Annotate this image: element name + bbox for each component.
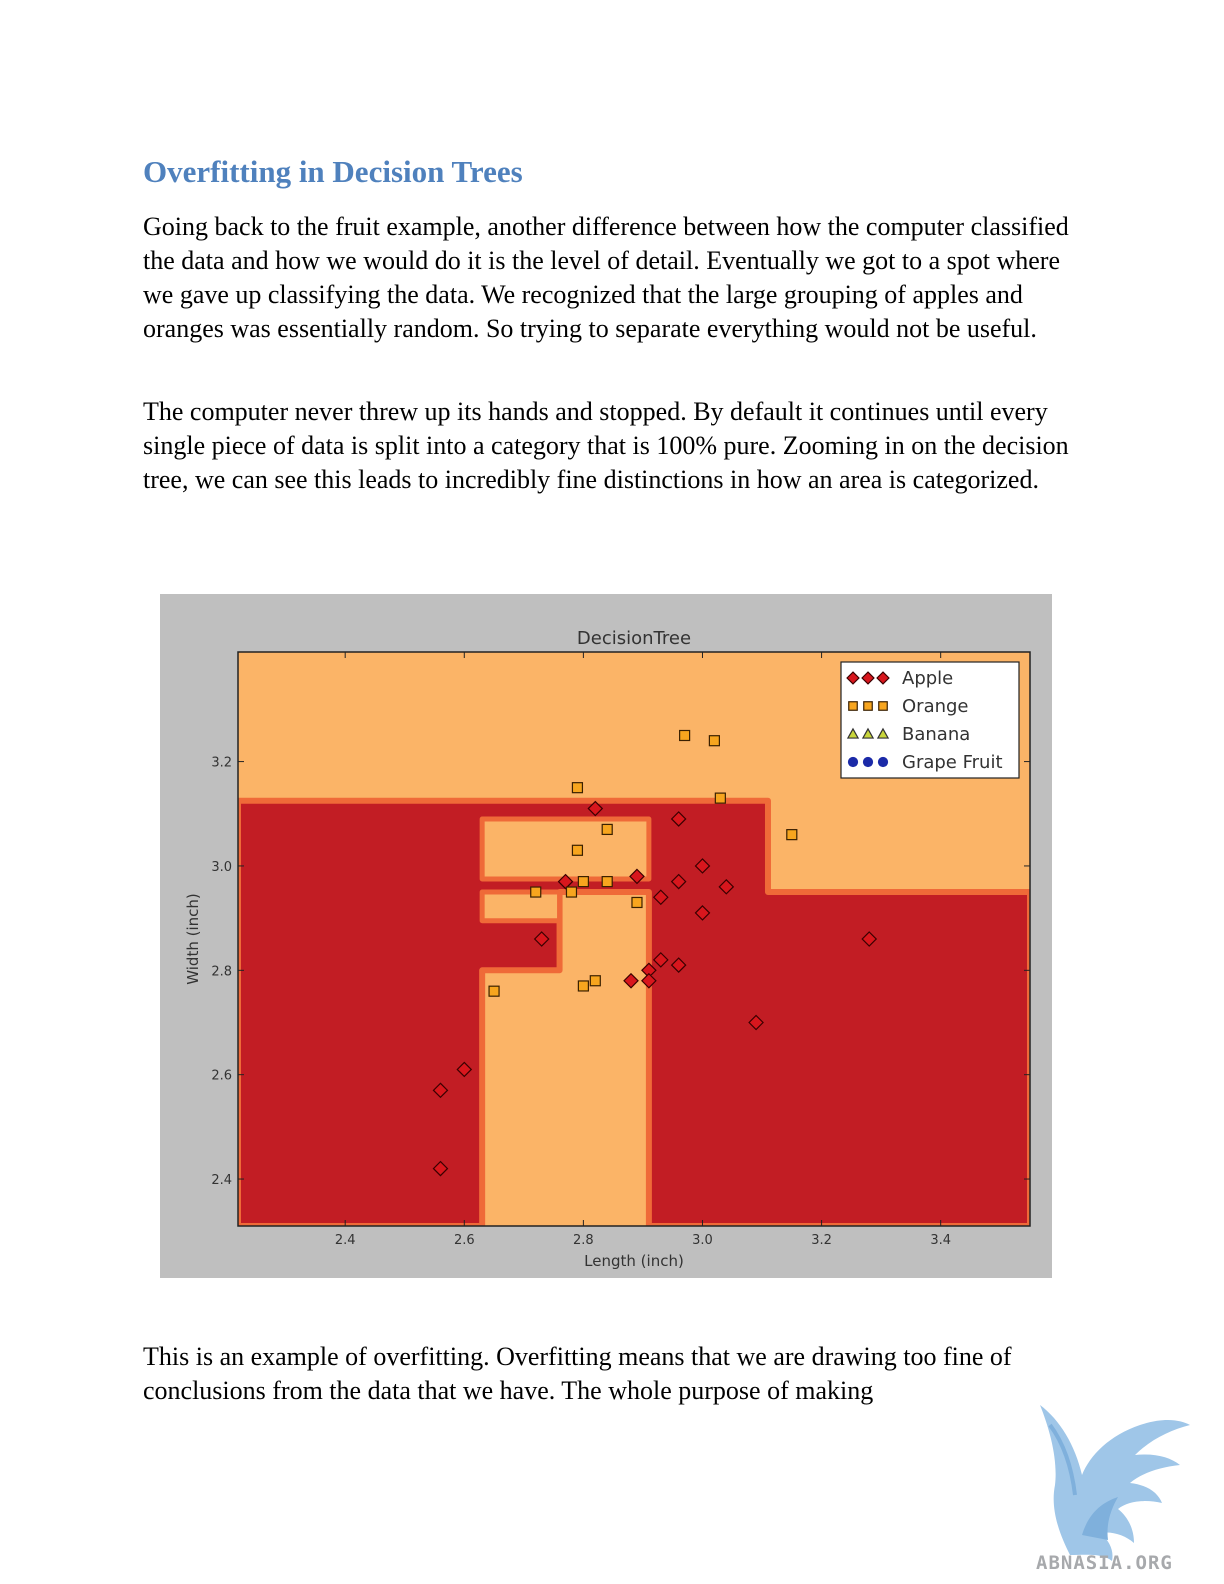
orange-region-1 bbox=[479, 889, 563, 924]
y-tick-label-4: 3.2 bbox=[211, 756, 232, 771]
legend-apple-marker-2 bbox=[876, 671, 890, 685]
legend-orange-marker-2 bbox=[878, 701, 888, 711]
x-axis-label: Length (inch) bbox=[584, 1252, 684, 1270]
paragraph-3: This is an example of overfitting. Overf… bbox=[143, 1342, 1012, 1405]
apple-point-10 bbox=[694, 858, 711, 874]
legend-banana-marker-1 bbox=[861, 727, 875, 739]
chart-title: DecisionTree bbox=[577, 628, 691, 649]
orange-point-9 bbox=[577, 980, 589, 992]
apple-point-3 bbox=[533, 931, 550, 947]
x-axis-ticks: 2.4 2.6 2.8 3.0 3.2 3.4 bbox=[335, 652, 951, 1248]
decision-tree-figure: DecisionTree 2.4 2.6 2.8 3.0 3.2 3.4 2.4 2.6 2.… bbox=[160, 594, 1052, 1278]
y-tick-label-2: 2.8 bbox=[211, 964, 232, 979]
x-tick-label-5: 3.4 bbox=[930, 1233, 951, 1248]
apple-point-1 bbox=[456, 1061, 473, 1078]
watermark-text: ABNASIA.ORG bbox=[1036, 1552, 1173, 1574]
apple-point-16 bbox=[652, 952, 669, 968]
y-tick-label-1: 2.6 bbox=[211, 1069, 232, 1084]
apple-point-12 bbox=[694, 905, 711, 921]
apple-region-0 bbox=[238, 797, 1030, 1226]
apple-point-17 bbox=[670, 957, 687, 973]
y-axis-label: Width (inch) bbox=[184, 893, 202, 984]
apple-point-15 bbox=[641, 972, 657, 989]
orange-point-14 bbox=[786, 829, 798, 841]
legend-orange-marker-1 bbox=[863, 701, 873, 711]
orange-point-12 bbox=[708, 735, 720, 747]
plot-frame bbox=[237, 651, 1031, 1227]
y-tick-label-3: 3.0 bbox=[211, 860, 232, 875]
x-tick-label-3: 3.0 bbox=[692, 1233, 713, 1248]
orange-point-8 bbox=[631, 896, 643, 909]
x-tick-label-0: 2.4 bbox=[335, 1233, 356, 1248]
apple-point-4 bbox=[557, 873, 574, 890]
apple-point-8 bbox=[652, 889, 669, 906]
x-tick-label-4: 3.2 bbox=[811, 1233, 832, 1248]
decision-regions bbox=[238, 797, 1030, 1226]
x-tick-label-1: 2.6 bbox=[454, 1233, 475, 1248]
orange-point-4 bbox=[577, 876, 589, 888]
paragraph-1: Going back to the fruit example, another… bbox=[143, 212, 1069, 343]
section-heading: Overfitting in Decision Trees bbox=[143, 154, 523, 189]
data-points bbox=[432, 729, 878, 1177]
orange-point-13 bbox=[714, 792, 726, 804]
apple-point-13 bbox=[623, 972, 639, 989]
legend-apple-label: Apple bbox=[902, 668, 953, 689]
legend-banana-label: Banana bbox=[902, 724, 970, 745]
legend-grape-fruit-marker-1 bbox=[862, 756, 874, 768]
apple-point-9 bbox=[670, 873, 687, 890]
apple-point-19 bbox=[861, 931, 878, 947]
orange-point-0 bbox=[488, 985, 500, 997]
orange-point-10 bbox=[589, 975, 601, 987]
apple-point-2 bbox=[432, 1160, 449, 1177]
orange-point-5 bbox=[571, 782, 584, 794]
legend-grape-fruit-marker-2 bbox=[877, 756, 889, 768]
y-axis-ticks: 2.4 2.6 2.8 3.0 3.2 bbox=[211, 756, 1030, 1188]
chart-legend: Apple Orange Banana Grape Fruit bbox=[840, 661, 1020, 779]
legend-orange-label: Orange bbox=[902, 696, 969, 717]
orange-region-0 bbox=[479, 816, 652, 882]
orange-point-2 bbox=[565, 886, 578, 898]
orange-point-6 bbox=[601, 823, 613, 836]
griffin-logo bbox=[1040, 1405, 1190, 1561]
apple-point-0 bbox=[432, 1082, 449, 1099]
legend-banana-marker-0 bbox=[846, 727, 860, 739]
orange-point-1 bbox=[530, 886, 542, 898]
y-tick-label-0: 2.4 bbox=[211, 1173, 232, 1188]
legend-apple-marker-0 bbox=[846, 671, 860, 685]
legend-banana-marker-2 bbox=[876, 727, 890, 739]
legend-apple-marker-1 bbox=[861, 671, 875, 685]
legend-orange-marker-0 bbox=[848, 701, 858, 711]
paragraph-2: The computer never threw up its hands an… bbox=[143, 397, 1069, 494]
orange-point-11 bbox=[679, 729, 691, 742]
apple-point-5 bbox=[587, 800, 604, 817]
x-tick-label-2: 2.8 bbox=[573, 1233, 594, 1248]
apple-point-18 bbox=[748, 1014, 764, 1031]
decision-tree-chart: DecisionTree 2.4 2.6 2.8 3.0 3.2 3.4 2.42.62.… bbox=[184, 628, 1031, 1270]
apple-point-6 bbox=[629, 868, 645, 885]
legend-grape-fruit-marker-0 bbox=[847, 756, 859, 768]
apple-point-11 bbox=[718, 878, 735, 895]
orange-point-7 bbox=[601, 876, 613, 888]
legend-grape-fruit-label: Grape Fruit bbox=[902, 752, 1003, 773]
orange-point-3 bbox=[571, 844, 584, 856]
apple-point-7 bbox=[670, 811, 687, 827]
